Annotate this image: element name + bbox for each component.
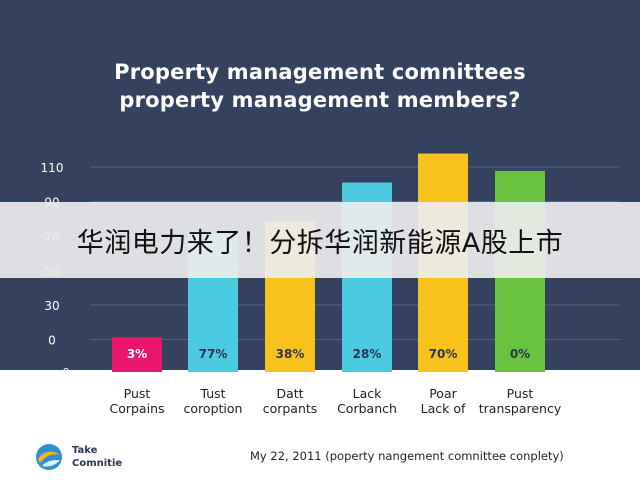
logo-text-line-1: Take: [72, 445, 98, 456]
x-category-label: corpants: [263, 401, 318, 416]
news-banner-text: 华润电力来了！分拆华润新能源A股上市: [76, 227, 564, 259]
data-label: 3%: [127, 347, 147, 361]
x-category-label: Tust: [199, 386, 225, 401]
y-tick-label: 30: [44, 299, 59, 313]
y-tick-label: 0: [48, 334, 56, 348]
globe-swirl-icon: [36, 444, 62, 470]
data-labels: 3% 77% 38% 28% 70% 0%: [127, 347, 530, 361]
x-category-label: Pust: [124, 386, 151, 401]
data-label: 0%: [510, 347, 530, 361]
x-category-label: Corbanch: [337, 401, 397, 416]
x-category-label: Corpains: [109, 401, 164, 416]
data-label: 28%: [353, 347, 382, 361]
x-category-label: Lack of: [421, 401, 466, 416]
chart-title-line-1: Property management comnittees: [114, 60, 526, 84]
x-category-label: coroption: [184, 401, 243, 416]
news-banner[interactable]: 华润电力来了！分拆华润新能源A股上市: [0, 202, 640, 278]
x-axis-categories: PustCorpainsTustcoroptionDattcorpantsLac…: [109, 386, 561, 416]
x-category-label: Poar: [429, 386, 457, 401]
bar[interactable]: [112, 337, 162, 372]
y-tick-label: 0: [63, 366, 70, 379]
footer-note: My 22, 2011 (poperty nangement comnittee…: [250, 449, 564, 463]
x-category-label: transparency: [479, 401, 562, 416]
y-tick-label: 110: [41, 161, 64, 175]
x-category-label: Pust: [507, 386, 534, 401]
chart-title-line-2: property management members?: [119, 88, 521, 112]
data-label: 70%: [429, 347, 458, 361]
data-label: 77%: [199, 347, 228, 361]
brand-logo: Take Comnitie: [34, 440, 154, 472]
logo-text-line-2: Comnitie: [72, 458, 123, 469]
data-label: 38%: [276, 347, 305, 361]
x-category-label: Lack: [353, 386, 382, 401]
x-category-label: Datt: [276, 386, 303, 401]
